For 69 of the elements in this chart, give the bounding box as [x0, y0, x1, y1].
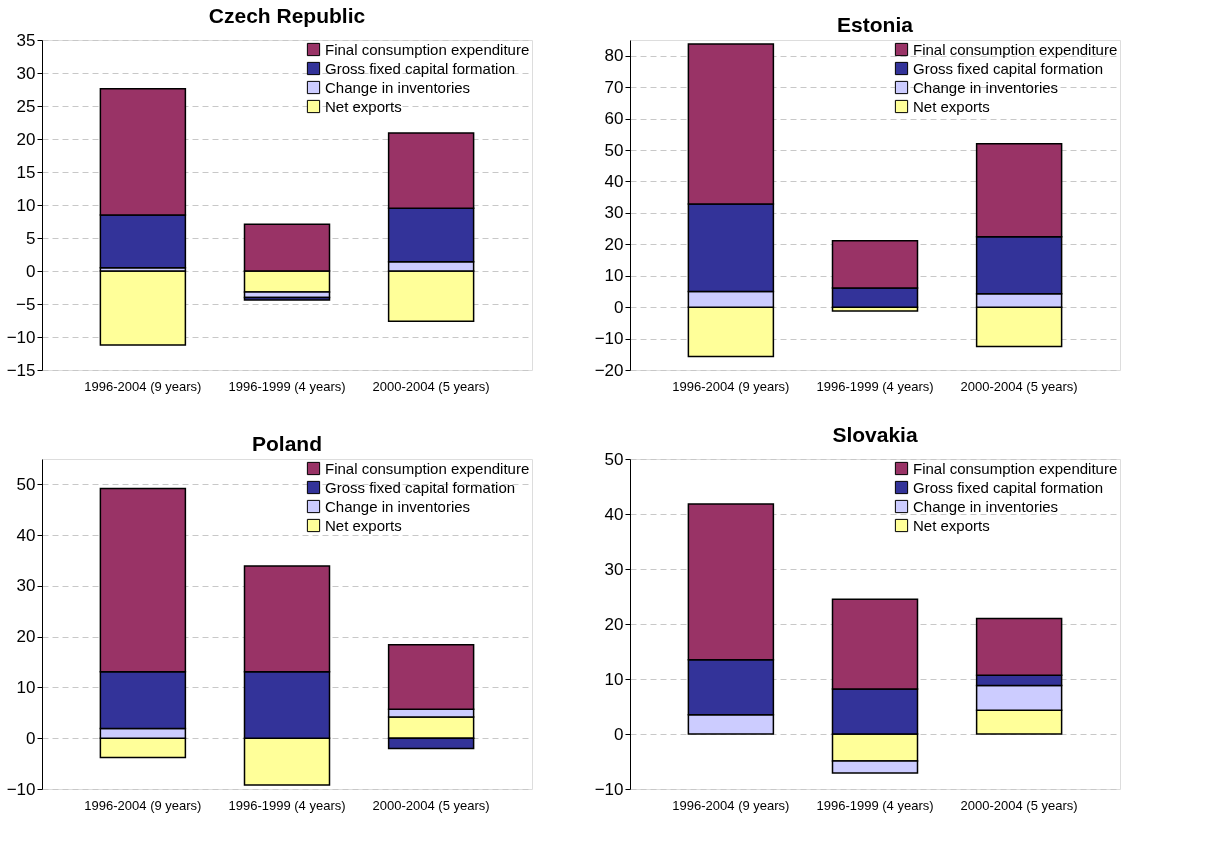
y-tick-label: 20: [16, 129, 36, 149]
legend-label: Change in inventories: [913, 497, 1059, 515]
x-tick-label: 2000-2004 (5 years): [960, 378, 1078, 394]
y-tick-label: −15: [6, 360, 36, 380]
y-tick-label: 10: [16, 677, 36, 697]
legend-label: Gross fixed capital formation: [913, 478, 1104, 496]
legend-label: Final consumption expenditure: [913, 459, 1118, 477]
y-tick-label: 30: [604, 203, 624, 223]
y-tick-label: 20: [16, 627, 36, 647]
y-tick-label: −10: [594, 329, 624, 349]
x-tick-label: 1996-1999 (4 years): [816, 378, 934, 394]
y-tick-label: 10: [604, 266, 624, 286]
legend-label: Final consumption expenditure: [325, 459, 530, 477]
legend-label: Net exports: [913, 516, 990, 534]
x-tick-label: 2000-2004 (5 years): [372, 378, 490, 394]
y-tick-label: 35: [16, 30, 36, 50]
legend-label: Net exports: [913, 97, 990, 115]
chart-title: Czech Republic: [208, 4, 366, 27]
y-tick-label: 30: [16, 576, 36, 596]
y-tick-label: 50: [16, 474, 36, 494]
y-tick-label: −10: [6, 779, 36, 799]
y-tick-label: 40: [604, 171, 624, 191]
y-tick-label: 20: [604, 614, 624, 634]
y-tick-label: 30: [16, 63, 36, 83]
x-tick-label: 1996-1999 (4 years): [228, 378, 346, 394]
y-tick-label: 40: [16, 525, 36, 545]
legend-label: Gross fixed capital formation: [325, 478, 516, 496]
legend-label: Change in inventories: [325, 497, 471, 515]
x-tick-label: 2000-2004 (5 years): [372, 797, 490, 813]
x-tick-label: 1996-1999 (4 years): [228, 797, 346, 813]
legend-label: Net exports: [325, 97, 402, 115]
y-tick-label: 5: [26, 228, 36, 248]
y-tick-label: 50: [604, 140, 624, 160]
x-tick-label: 1996-1999 (4 years): [816, 797, 934, 813]
legend-label: Change in inventories: [913, 78, 1059, 96]
y-tick-label: 10: [604, 669, 624, 689]
y-tick-label: −10: [6, 327, 36, 347]
legend-label: Net exports: [325, 516, 402, 534]
y-tick-label: 80: [604, 46, 624, 66]
y-tick-label: 10: [16, 195, 36, 215]
x-tick-label: 1996-2004 (9 years): [84, 797, 202, 813]
x-tick-label: 1996-2004 (9 years): [672, 378, 790, 394]
y-tick-label: 0: [614, 297, 624, 317]
legend-label: Gross fixed capital formation: [325, 59, 516, 77]
x-tick-label: 1996-2004 (9 years): [84, 378, 202, 394]
y-tick-label: −10: [594, 779, 624, 799]
y-tick-label: 50: [604, 449, 624, 469]
legend-label: Gross fixed capital formation: [913, 59, 1104, 77]
y-tick-label: 20: [604, 234, 624, 254]
legend-label: Final consumption expenditure: [913, 40, 1118, 58]
x-tick-label: 1996-2004 (9 years): [672, 797, 790, 813]
x-tick-label: 2000-2004 (5 years): [960, 797, 1078, 813]
y-tick-label: 40: [604, 504, 624, 524]
y-tick-label: −5: [16, 294, 36, 314]
y-tick-label: 25: [16, 96, 36, 116]
y-tick-label: 15: [16, 162, 36, 182]
y-tick-label: 0: [614, 724, 624, 744]
y-tick-label: −20: [594, 360, 624, 380]
y-tick-label: 30: [604, 559, 624, 579]
chart-title: Poland: [251, 432, 323, 455]
legend-label: Final consumption expenditure: [325, 40, 530, 58]
y-tick-label: 60: [604, 109, 624, 129]
y-tick-label: 70: [604, 77, 624, 97]
y-tick-label: 0: [26, 728, 36, 748]
chart-title: Slovakia: [832, 423, 918, 446]
bar: [99, 270, 187, 346]
y-tick-label: 0: [26, 261, 36, 281]
chart-title: Estonia: [837, 13, 914, 36]
legend-label: Change in inventories: [325, 78, 471, 96]
